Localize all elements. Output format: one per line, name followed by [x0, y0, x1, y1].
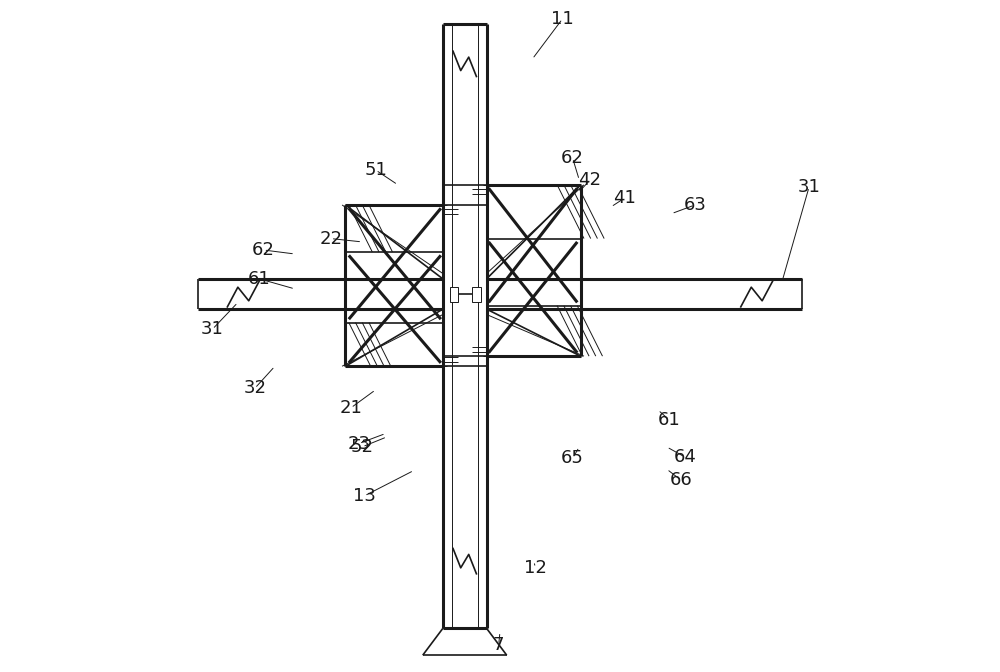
Text: 11: 11	[551, 10, 574, 28]
Text: 12: 12	[524, 559, 547, 577]
Text: 31: 31	[798, 178, 821, 196]
Text: 62: 62	[252, 241, 275, 259]
Text: 65: 65	[561, 450, 584, 467]
Text: 42: 42	[579, 171, 602, 189]
Bar	[450, 287, 458, 302]
Text: 63: 63	[683, 196, 706, 214]
Text: 61: 61	[248, 270, 271, 288]
Text: 22: 22	[319, 230, 342, 247]
Text: 64: 64	[673, 448, 696, 466]
Text: 23: 23	[347, 435, 370, 452]
Text: 61: 61	[658, 411, 681, 429]
Text: 31: 31	[201, 321, 224, 338]
Text: 21: 21	[339, 399, 362, 417]
Text: 52: 52	[351, 438, 374, 456]
Text: 62: 62	[561, 149, 584, 167]
Text: 7: 7	[493, 636, 504, 654]
Text: 66: 66	[670, 472, 693, 489]
Text: 41: 41	[613, 190, 636, 207]
Text: 13: 13	[353, 487, 376, 505]
Text: 32: 32	[243, 380, 266, 397]
Text: 51: 51	[364, 161, 387, 179]
Bar	[472, 287, 481, 302]
